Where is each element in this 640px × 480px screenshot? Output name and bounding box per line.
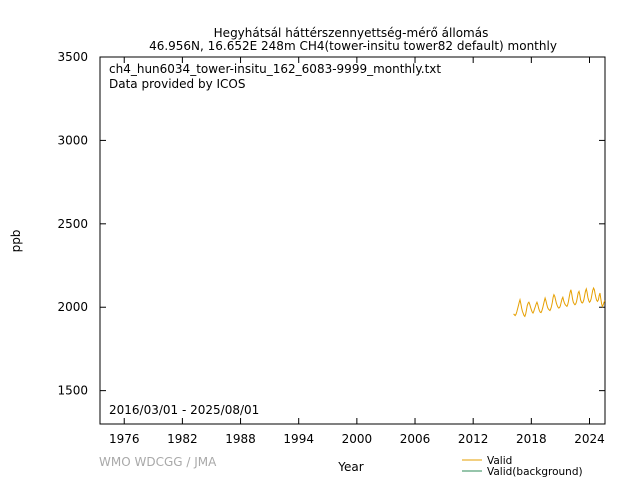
y-tick-label-2000: 2000 xyxy=(57,300,88,314)
x-tick-label-2018: 2018 xyxy=(516,432,547,446)
y-tick-label-3500: 3500 xyxy=(57,50,88,64)
x-tick-label-2012: 2012 xyxy=(458,432,489,446)
chart-title-line1: Hegyhátsál háttérszennyettség-mérő állom… xyxy=(214,26,489,40)
x-axis-label: Year xyxy=(337,460,363,474)
date-range-annotation: 2016/03/01 - 2025/08/01 xyxy=(109,403,259,417)
chart-legend: Valid Valid(background) xyxy=(462,455,583,478)
x-tick-label-1988: 1988 xyxy=(225,432,256,446)
x-tick-label-2024: 2024 xyxy=(574,432,605,446)
chart-title-line2: 46.956N, 16.652E 248m CH4(tower-insitu t… xyxy=(149,39,557,53)
y-tick-label-2500: 2500 xyxy=(57,217,88,231)
filename-annotation: ch4_hun6034_tower-insitu_162_6083-9999_m… xyxy=(109,62,441,76)
y-axis-ticks: 1500 2000 2500 3000 3500 xyxy=(57,50,605,398)
y-axis-label: ppb xyxy=(9,230,23,253)
x-tick-label-1982: 1982 xyxy=(167,432,198,446)
watermark-text: WMO WDCGG / JMA xyxy=(99,455,217,469)
legend-label-valid-background: Valid(background) xyxy=(487,466,583,478)
data-series-layer xyxy=(513,286,606,318)
x-axis-ticks: 1976 1982 1988 1994 2000 2006 2012 2018 2024 xyxy=(109,57,605,446)
provider-annotation: Data provided by ICOS xyxy=(109,77,245,91)
x-tick-label-1976: 1976 xyxy=(109,432,140,446)
x-tick-label-1994: 1994 xyxy=(283,432,314,446)
x-tick-label-2006: 2006 xyxy=(400,432,431,446)
legend-label-valid: Valid xyxy=(487,455,512,467)
series-line-valid xyxy=(513,286,606,318)
y-tick-label-1500: 1500 xyxy=(57,384,88,398)
plot-area-frame xyxy=(99,56,606,425)
x-tick-label-2000: 2000 xyxy=(342,432,373,446)
y-tick-label-3000: 3000 xyxy=(57,133,88,147)
